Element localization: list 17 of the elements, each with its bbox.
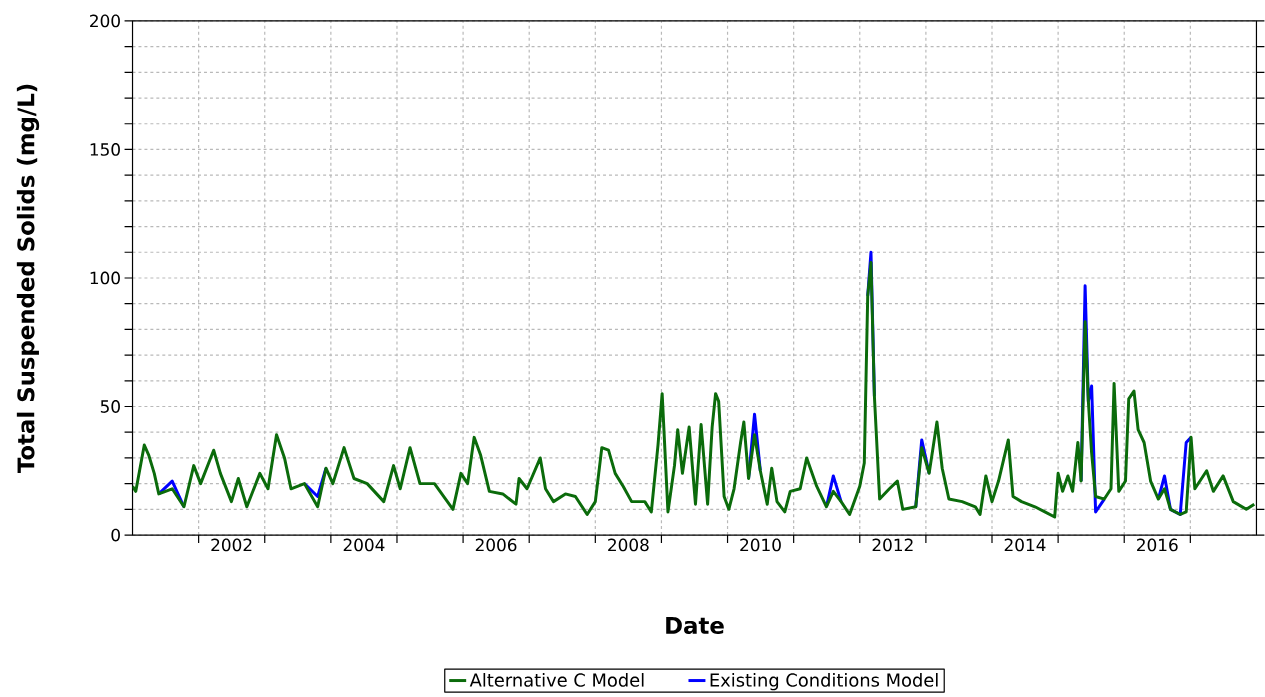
y-tick-label: 0 [111, 528, 120, 542]
y-tick-label: 150 [90, 142, 120, 156]
y-tick-label: 200 [90, 14, 120, 28]
x-tick-label: 2002 [211, 538, 252, 552]
x-tick-label: 2008 [608, 538, 649, 552]
x-tick-label: 2004 [343, 538, 385, 552]
x-tick-label: 2014 [1004, 538, 1046, 552]
legend-label: Alternative C Model [469, 672, 644, 687]
x-axis-title: Date [666, 616, 724, 634]
x-tick-label: 2016 [1137, 538, 1178, 552]
x-tick-label: 2006 [475, 538, 517, 552]
y-tick-label: 50 [100, 399, 120, 413]
x-tick-label: 2010 [740, 538, 781, 552]
x-tick-label: 2012 [872, 538, 913, 552]
y-axis-title: Total Suspended Solids (mg/L) [16, 84, 40, 473]
y-tick-label: 100 [90, 271, 120, 285]
legend-label: Existing Conditions Model [710, 672, 938, 691]
